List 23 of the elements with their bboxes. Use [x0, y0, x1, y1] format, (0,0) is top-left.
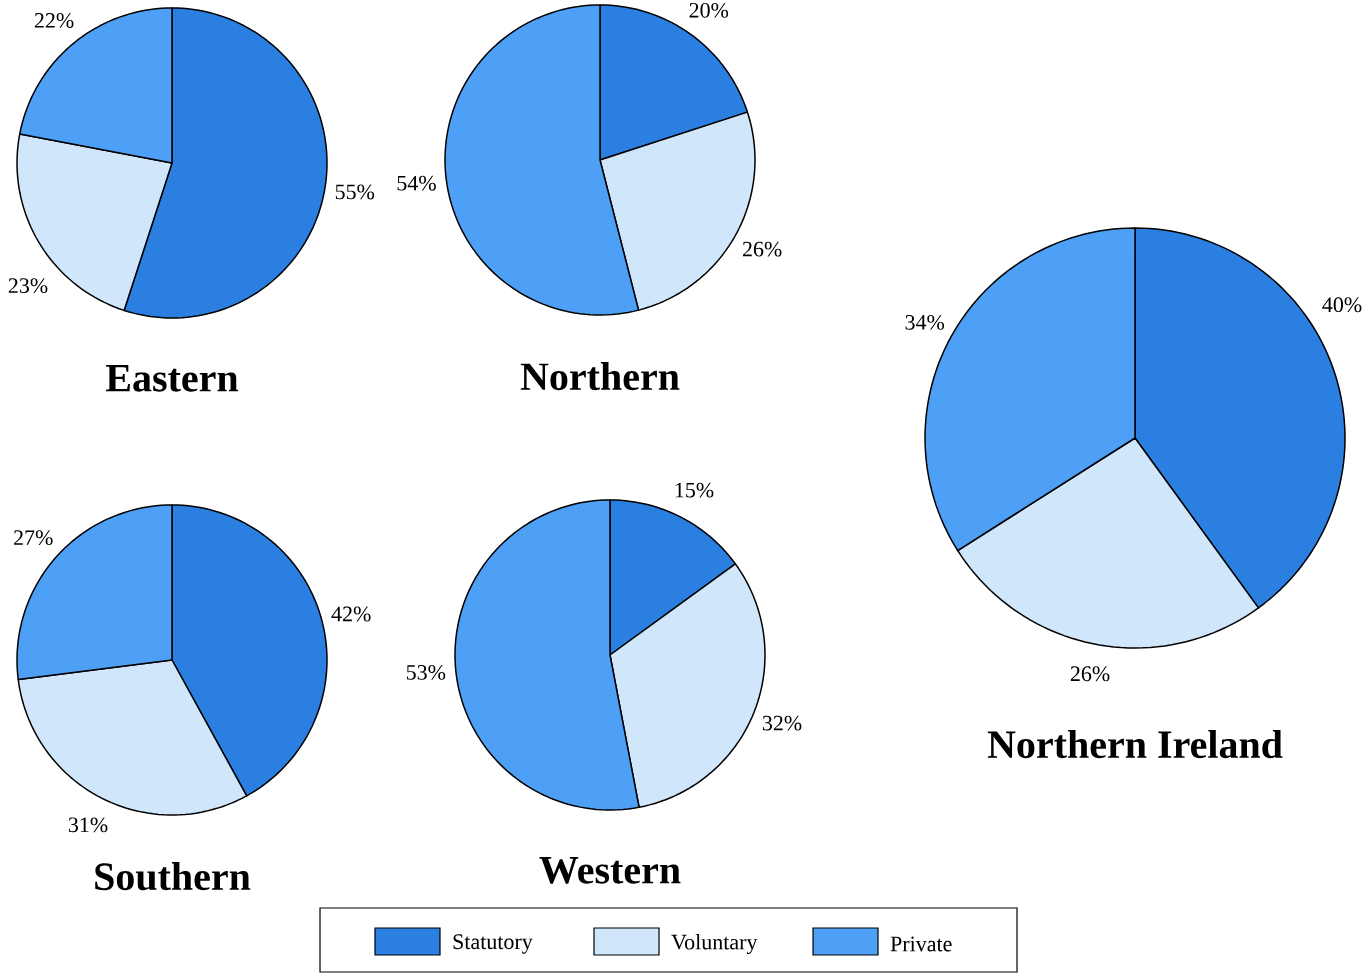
legend-label: Voluntary	[671, 934, 758, 954]
data-label: 26%	[1070, 666, 1110, 682]
data-label: 31%	[68, 817, 108, 833]
data-label: 40%	[1322, 297, 1362, 313]
data-label: 53%	[406, 664, 446, 680]
data-label: 34%	[905, 314, 945, 330]
legend-label: Private	[890, 936, 952, 952]
legend-label: Statutory	[453, 934, 533, 954]
data-label: 55%	[335, 184, 375, 200]
data-label: 15%	[675, 482, 714, 498]
data-label: 20%	[689, 2, 729, 18]
text: Southern	[95, 862, 251, 891]
data-label: 26%	[742, 241, 782, 257]
data-label: 23%	[8, 278, 48, 294]
text: Eastern	[106, 365, 239, 392]
data-label: 22%	[34, 13, 74, 28]
text: Western	[539, 857, 681, 884]
text: Northern Ireland	[987, 730, 1283, 759]
data-label: 32%	[762, 715, 802, 731]
data-label: 42%	[331, 606, 371, 622]
data-label: 27%	[14, 530, 53, 546]
text: Northern	[520, 362, 680, 391]
data-label: 54%	[397, 175, 436, 191]
